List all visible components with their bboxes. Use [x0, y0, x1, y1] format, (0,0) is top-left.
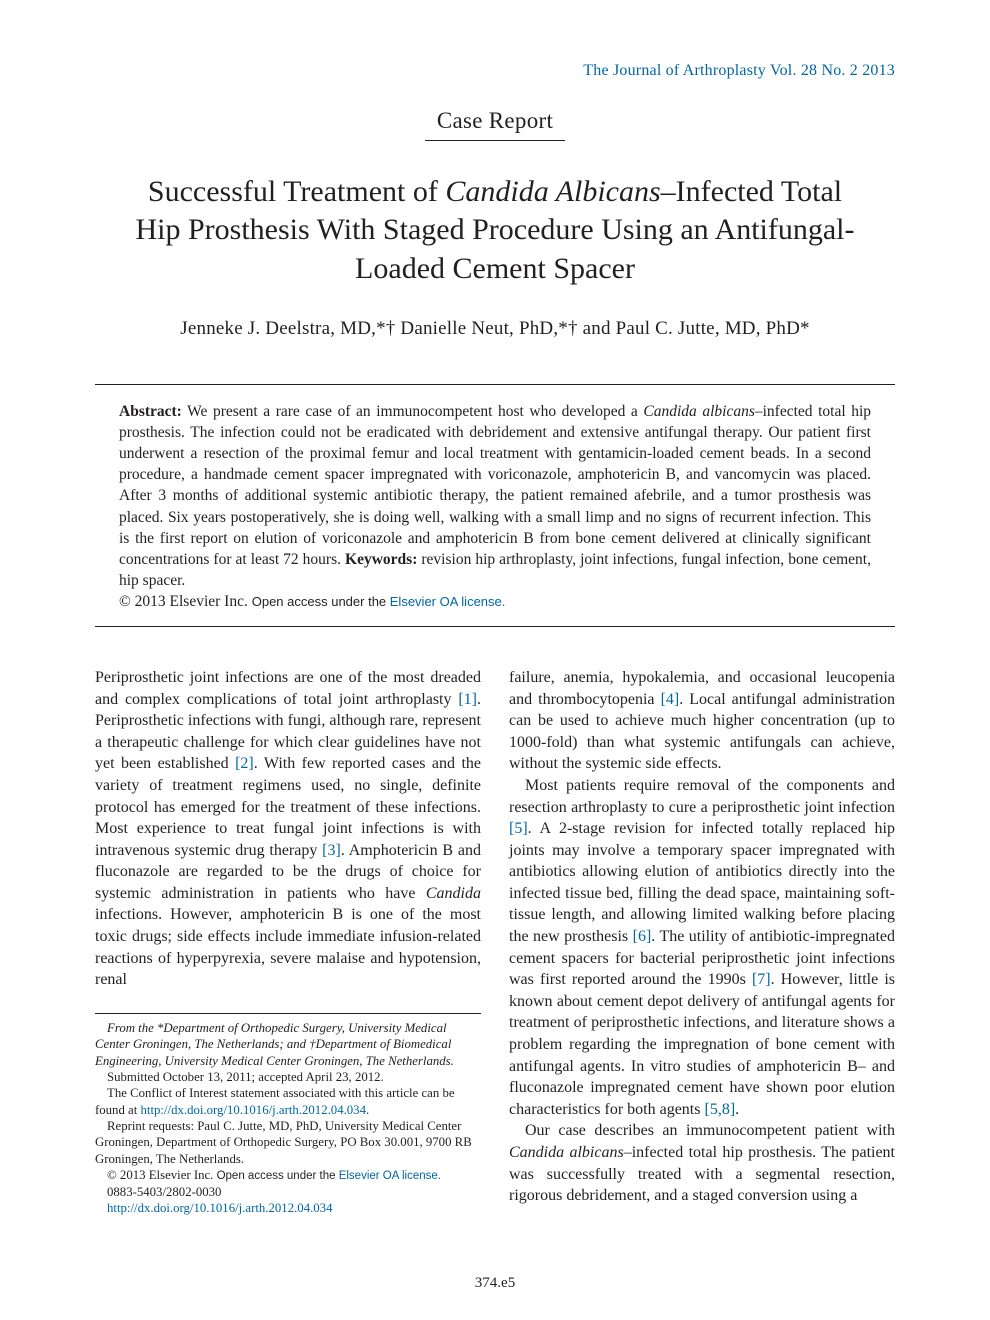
- section-underline: [425, 140, 565, 141]
- p1-italic: Candida: [426, 885, 481, 902]
- right-p1: failure, anemia, hypokalemia, and occasi…: [509, 667, 895, 775]
- journal-page: The Journal of Arthroplasty Vol. 28 No. …: [0, 0, 990, 1257]
- abstract-italic-1: Candida albicans: [643, 403, 754, 420]
- ref-5-8[interactable]: [5,8]: [704, 1101, 735, 1118]
- rp2-e: .: [735, 1101, 739, 1118]
- fn-elsevier-oa-license-link[interactable]: Elsevier OA license.: [339, 1170, 441, 1182]
- doi-link[interactable]: http://dx.doi.org/10.1016/j.arth.2012.04…: [107, 1201, 332, 1215]
- p1-e: infections. However, amphotericin B is o…: [95, 906, 481, 988]
- right-p3: Our case describes an immunocompetent pa…: [509, 1120, 895, 1206]
- journal-header: The Journal of Arthroplasty Vol. 28 No. …: [95, 62, 895, 80]
- coi-doi-link[interactable]: http://dx.doi.org/10.1016/j.arth.2012.04…: [141, 1103, 366, 1117]
- copyright-pre: © 2013 Elsevier Inc.: [119, 593, 252, 610]
- ref-3[interactable]: [3]: [322, 842, 341, 859]
- issn-note: 0883-5403/2802-0030: [95, 1184, 481, 1200]
- ref-6[interactable]: [6]: [633, 928, 652, 945]
- open-access-text: Open access under the: [252, 594, 390, 609]
- copyright-note: © 2013 Elsevier Inc. Open access under t…: [95, 1167, 481, 1184]
- keywords-label: Keywords:: [345, 551, 417, 568]
- affiliation-note: From the *Department of Orthopedic Surge…: [95, 1020, 481, 1069]
- submitted-note: Submitted October 13, 2011; accepted Apr…: [95, 1069, 481, 1085]
- ref-4[interactable]: [4]: [661, 691, 680, 708]
- footnotes: From the *Department of Orthopedic Surge…: [95, 1013, 481, 1217]
- section-label: Case Report: [95, 108, 895, 134]
- elsevier-oa-license-link[interactable]: Elsevier OA license.: [390, 594, 506, 609]
- ref-1[interactable]: [1]: [458, 691, 477, 708]
- left-column: Periprosthetic joint infections are one …: [95, 667, 481, 1217]
- page-number: 374.e5: [0, 1275, 990, 1292]
- rp2-d: . However, little is known about cement …: [509, 971, 895, 1118]
- right-p2: Most patients require removal of the com…: [509, 775, 895, 1121]
- fn-copyright-pre: © 2013 Elsevier Inc.: [107, 1168, 217, 1182]
- rp2-b: . A 2-stage revision for infected totall…: [509, 820, 895, 945]
- reprint-note: Reprint requests: Paul C. Jutte, MD, PhD…: [95, 1118, 481, 1167]
- ref-2[interactable]: [2]: [235, 755, 254, 772]
- ref-5[interactable]: [5]: [509, 820, 528, 837]
- body-columns: Periprosthetic joint infections are one …: [95, 667, 895, 1217]
- right-column: failure, anemia, hypokalemia, and occasi…: [509, 667, 895, 1217]
- authors-line: Jenneke J. Deelstra, MD,*† Danielle Neut…: [95, 318, 895, 340]
- rp2-a: Most patients require removal of the com…: [509, 777, 895, 816]
- abstract-box: Abstract: We present a rare case of an i…: [95, 384, 895, 627]
- fn-open-access-text: Open access under the: [217, 1170, 339, 1182]
- doi-note: http://dx.doi.org/10.1016/j.arth.2012.04…: [95, 1200, 481, 1216]
- title-italic: Candida Albicans: [445, 175, 660, 208]
- p1-a: Periprosthetic joint infections are one …: [95, 669, 481, 708]
- coi-b: .: [366, 1103, 369, 1117]
- abstract-label: Abstract:: [119, 403, 182, 420]
- article-title: Successful Treatment of Candida Albicans…: [135, 173, 855, 288]
- coi-note: The Conflict of Interest statement assoc…: [95, 1085, 481, 1118]
- abstract-body-b: –infected total hip prosthesis. The infe…: [119, 403, 871, 568]
- rp3-a: Our case describes an immunocompetent pa…: [525, 1122, 895, 1139]
- rp3-italic: Candida albicans: [509, 1144, 624, 1161]
- left-p1: Periprosthetic joint infections are one …: [95, 667, 481, 991]
- abstract-body-a: We present a rare case of an immunocompe…: [182, 403, 644, 420]
- title-pre: Successful Treatment of: [148, 175, 445, 208]
- ref-7[interactable]: [7]: [752, 971, 771, 988]
